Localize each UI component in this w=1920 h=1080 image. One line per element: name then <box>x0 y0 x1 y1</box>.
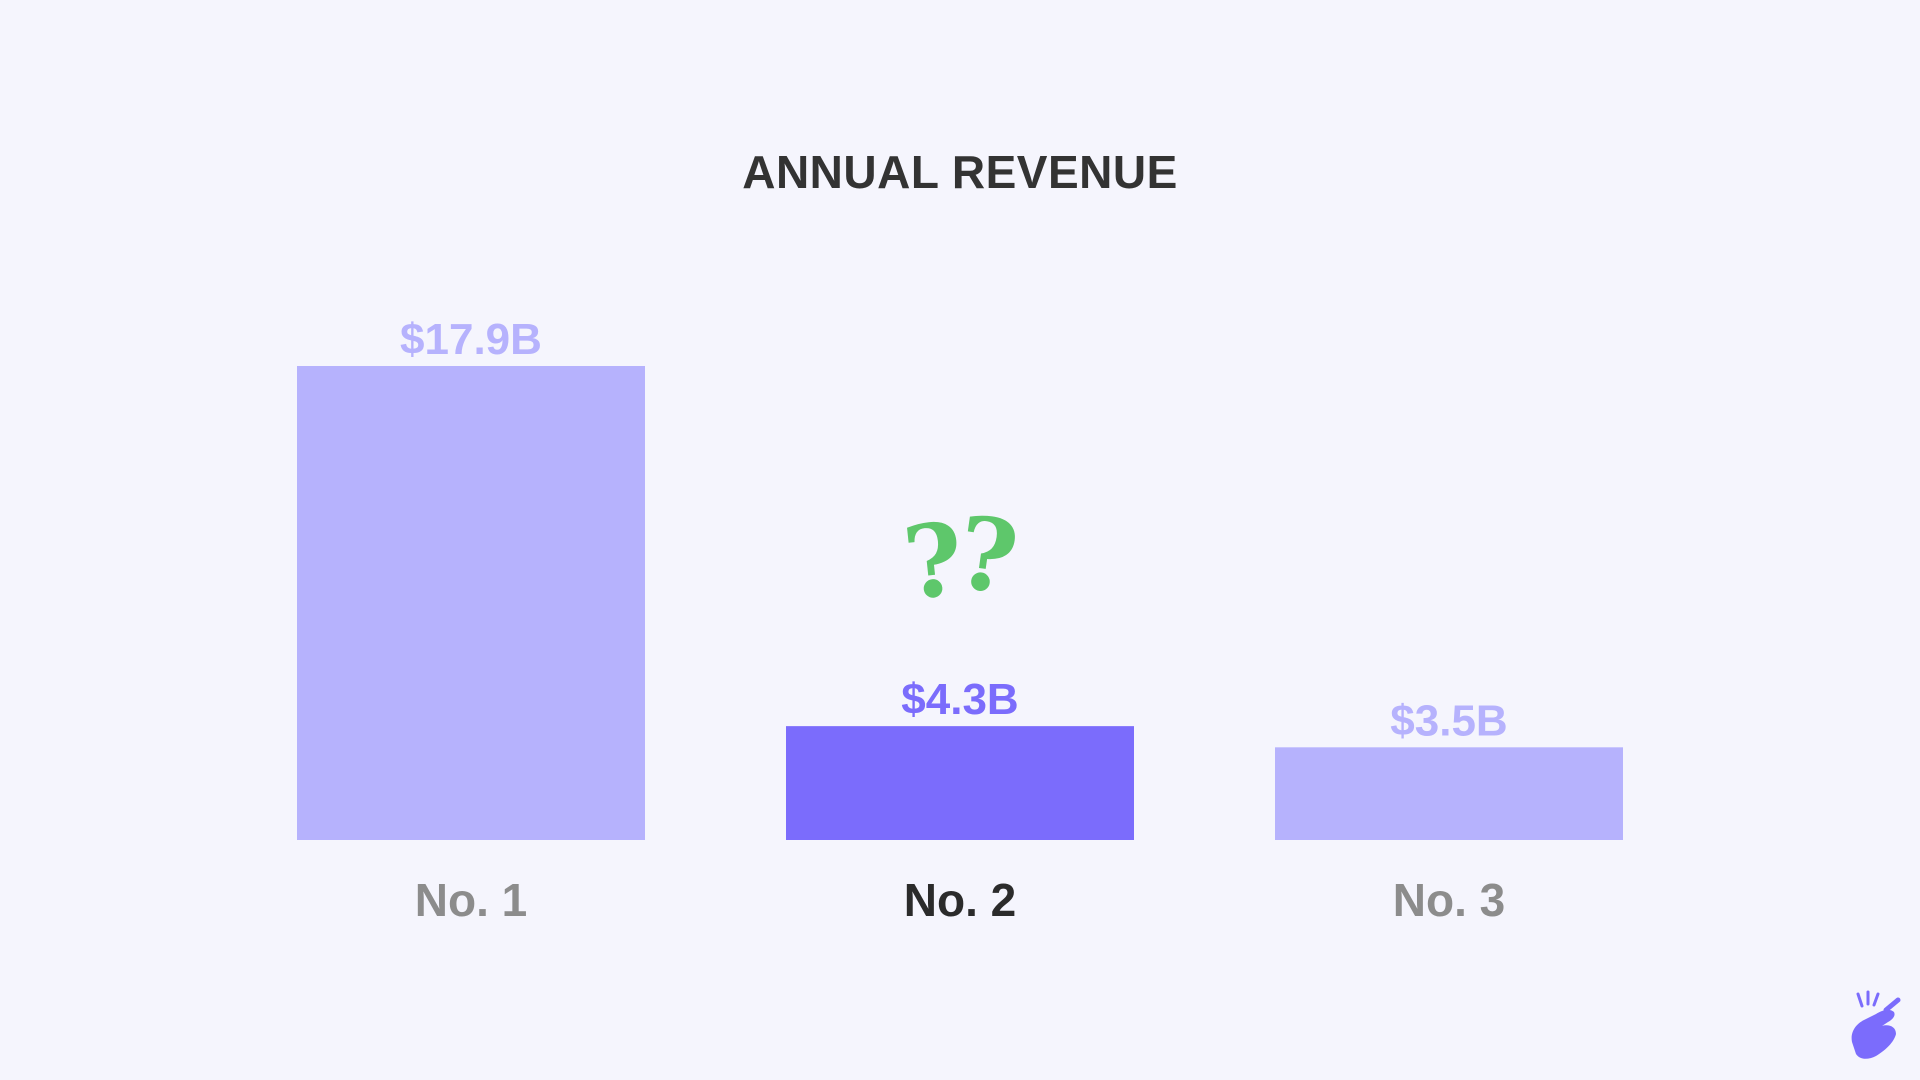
bar-value-label-1: $17.9B <box>400 315 542 364</box>
snapping-hand-icon <box>1851 990 1901 1059</box>
category-label-3: No. 3 <box>1393 874 1505 926</box>
chart-title: ANNUAL REVENUE <box>742 146 1178 198</box>
question-mark-annotation: ? <box>898 499 969 622</box>
bar-value-label-2: $4.3B <box>901 675 1018 724</box>
bar-3 <box>1275 747 1623 840</box>
bar-1 <box>297 366 645 840</box>
bar-value-label-3: $3.5B <box>1390 696 1507 745</box>
category-label-1: No. 1 <box>415 874 527 926</box>
bar-2 <box>786 726 1134 840</box>
question-mark-annotation: ? <box>950 493 1024 618</box>
category-label-2: No. 2 <box>904 874 1016 926</box>
